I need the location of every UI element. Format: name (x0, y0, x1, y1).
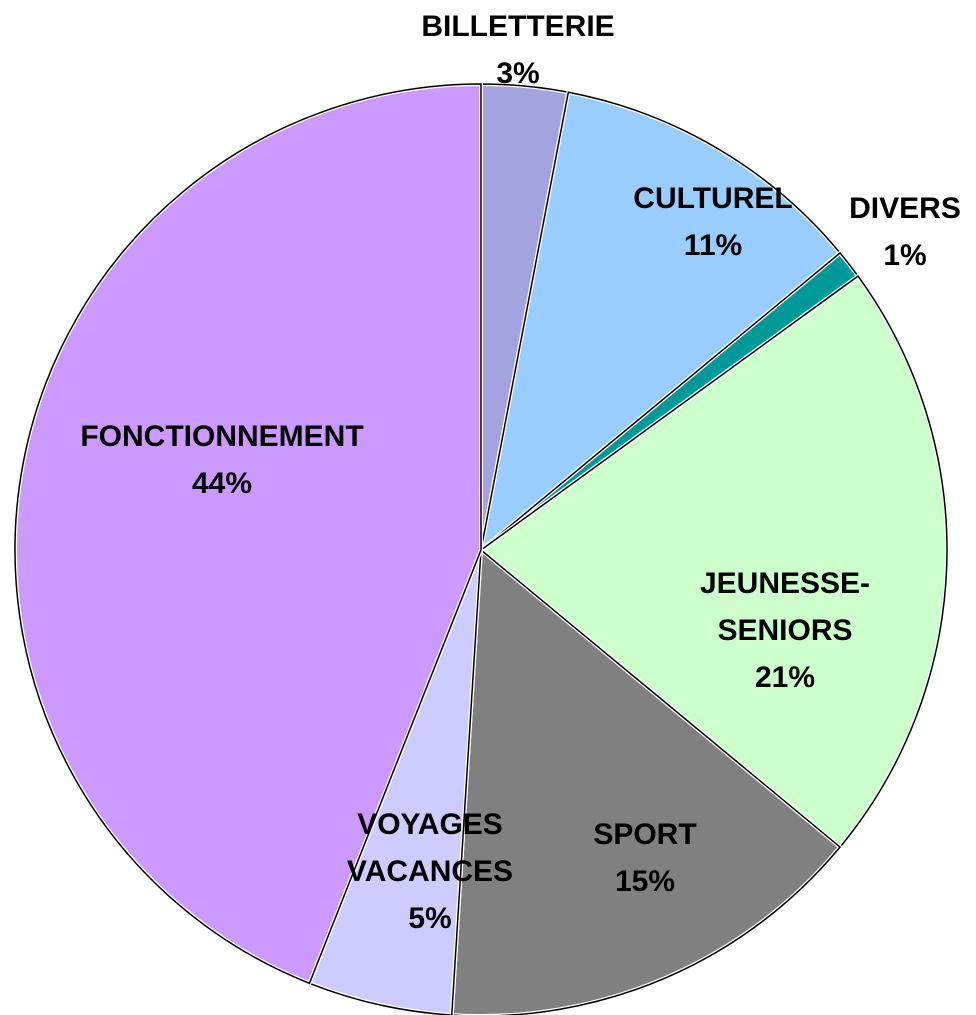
slice-label: SPORT (593, 818, 696, 851)
slice-label: VOYAGES VACANCES (347, 808, 513, 888)
value-label: 1% (883, 239, 926, 272)
value-label: 11% (684, 229, 742, 262)
slice-label: JEUNESSE-SENIORS (700, 567, 870, 647)
slice-label: DIVERS (849, 192, 961, 225)
slice-label: FONCTIONNEMENT (80, 420, 363, 453)
pie-slice-outline (479, 275, 948, 849)
slice-label: BILLETTERIE (421, 10, 614, 43)
value-label: 5% (408, 902, 451, 935)
pie-slice-outline (479, 91, 842, 552)
value-label: 44% (192, 467, 252, 500)
pie-slice-outline (14, 83, 482, 985)
slice-label: CULTUREL (633, 182, 792, 215)
value-label: 15% (615, 865, 675, 898)
pie-slice-outline (450, 548, 842, 1015)
value-label: 21% (755, 661, 815, 694)
value-label: 3% (496, 57, 539, 90)
